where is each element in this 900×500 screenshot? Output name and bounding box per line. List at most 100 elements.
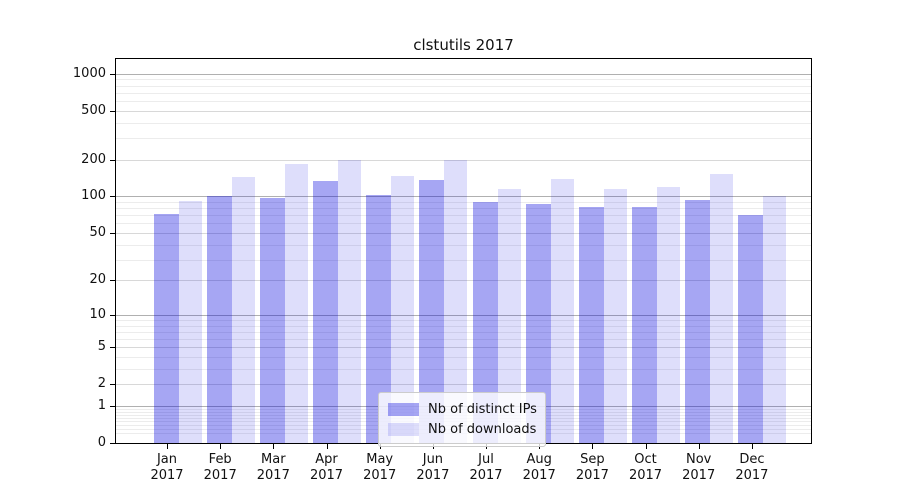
x-axis-tick-label-year: 2017: [682, 468, 716, 483]
y-axis-tick-mark: [110, 347, 115, 349]
bar-distinct-ips: [578, 206, 604, 443]
x-axis-tick-label-year: 2017: [628, 468, 663, 483]
gridline: [116, 110, 811, 112]
legend: Nb of distinct IPs Nb of downloads: [378, 392, 546, 447]
x-axis-tick-label-year: 2017: [469, 468, 503, 483]
x-axis-tick-label-month: Jul: [478, 452, 494, 467]
bar-downloads: [391, 175, 415, 443]
gridline: [116, 215, 811, 217]
gridline: [116, 85, 811, 87]
gridline: [116, 101, 811, 103]
x-axis-tick-label-month: Jun: [422, 452, 444, 467]
x-axis-tick-label-year: 2017: [522, 468, 556, 483]
bar-distinct-ips: [313, 181, 338, 443]
y-axis-tick-label: 5: [97, 339, 106, 355]
x-axis-tick-label-month: Sep: [580, 452, 605, 467]
x-axis-tick-mark: [220, 444, 222, 449]
y-axis-tick-mark: [110, 443, 115, 444]
bar-downloads: [763, 196, 787, 443]
y-axis-tick-mark: [110, 110, 115, 112]
y-axis-tick-mark: [110, 232, 115, 234]
gridline: [116, 196, 811, 198]
gridline: [116, 244, 811, 246]
chart-title: clstutils 2017: [413, 36, 514, 54]
legend-item-distinct-ips: Nb of distinct IPs: [388, 399, 537, 419]
y-axis-tick-label: 100: [81, 188, 106, 204]
gridline: [116, 347, 811, 349]
x-axis-tick-mark: [326, 444, 328, 449]
x-axis-tick-label-year: 2017: [575, 468, 609, 483]
y-axis-tick-label: 2: [97, 376, 106, 392]
gridline: [116, 280, 811, 282]
x-axis-tick-label-month: Mar: [261, 452, 286, 467]
gridline: [116, 79, 811, 81]
gridline: [116, 73, 811, 75]
gridline: [116, 357, 811, 358]
legend-label-distinct-ips: Nb of distinct IPs: [428, 401, 537, 417]
x-axis-tick-label-month: Aug: [526, 452, 552, 467]
legend-item-downloads: Nb of downloads: [388, 419, 536, 439]
gridline: [116, 223, 811, 225]
gridline: [116, 325, 811, 327]
bar-downloads: [497, 189, 521, 443]
x-axis-tick-label-month: Dec: [739, 452, 765, 467]
gridline: [116, 159, 811, 161]
x-axis-tick-mark: [698, 444, 700, 449]
x-axis-tick-label-year: 2017: [309, 468, 344, 483]
x-axis-tick-label-year: 2017: [416, 468, 450, 483]
x-axis-tick-label-year: 2017: [150, 468, 184, 483]
bar-distinct-ips: [259, 198, 285, 443]
x-axis-tick-mark: [273, 444, 275, 449]
y-axis-tick-mark: [110, 406, 115, 407]
y-axis-tick-label: 200: [81, 151, 106, 167]
bar-distinct-ips: [206, 196, 232, 443]
x-axis-tick-label-year: 2017: [203, 468, 237, 483]
x-axis-tick-mark: [167, 444, 168, 449]
bar-distinct-ips: [632, 206, 657, 443]
bar-downloads: [231, 176, 255, 443]
y-axis-tick-mark: [110, 314, 115, 316]
gridline: [116, 384, 811, 386]
legend-swatch-distinct-ips: [388, 402, 419, 416]
y-axis-tick-label: 0: [97, 435, 106, 450]
gridline: [116, 320, 811, 321]
x-axis-tick-label-month: Nov: [686, 452, 712, 467]
gridline: [116, 122, 811, 124]
y-axis-tick-label: 50: [89, 224, 106, 240]
y-axis-tick-label: 1000: [72, 65, 106, 81]
x-axis-tick-label-year: 2017: [256, 468, 290, 483]
bar-distinct-ips: [153, 213, 179, 443]
bar-downloads: [657, 186, 680, 443]
gridline: [116, 202, 811, 203]
x-axis-tick-mark: [751, 444, 753, 449]
y-axis-tick-mark: [110, 384, 115, 386]
bar-downloads: [603, 189, 627, 443]
gridline: [116, 368, 811, 370]
bar-downloads: [710, 174, 734, 443]
y-axis-tick-mark: [110, 196, 115, 198]
plot-area: Nb of distinct IPs Nb of downloads: [115, 58, 812, 447]
gridline: [116, 339, 811, 340]
y-axis-tick-mark: [110, 159, 115, 161]
gridline: [116, 331, 811, 333]
y-axis-tick-mark: [110, 73, 115, 75]
x-axis-tick-label-month: Feb: [208, 452, 232, 467]
gridline: [116, 232, 811, 234]
x-axis-tick-label-month: Jan: [156, 452, 178, 467]
gridline: [116, 92, 811, 94]
x-axis-tick-label-year: 2017: [363, 468, 397, 483]
gridline: [116, 259, 811, 261]
gridline: [116, 138, 811, 139]
x-axis-tick-label-month: Apr: [315, 452, 338, 467]
y-axis-tick-mark: [110, 280, 115, 282]
bar-distinct-ips: [685, 200, 711, 443]
x-axis-tick-mark: [645, 444, 647, 449]
bar-distinct-ips: [738, 215, 764, 443]
bar-downloads: [338, 159, 361, 443]
x-axis-tick-label-month: May: [366, 452, 394, 467]
x-axis-tick-label-month: Oct: [634, 452, 657, 467]
legend-swatch-downloads: [388, 422, 419, 436]
y-axis-tick-label: 10: [89, 306, 106, 322]
bar-downloads: [444, 159, 468, 443]
